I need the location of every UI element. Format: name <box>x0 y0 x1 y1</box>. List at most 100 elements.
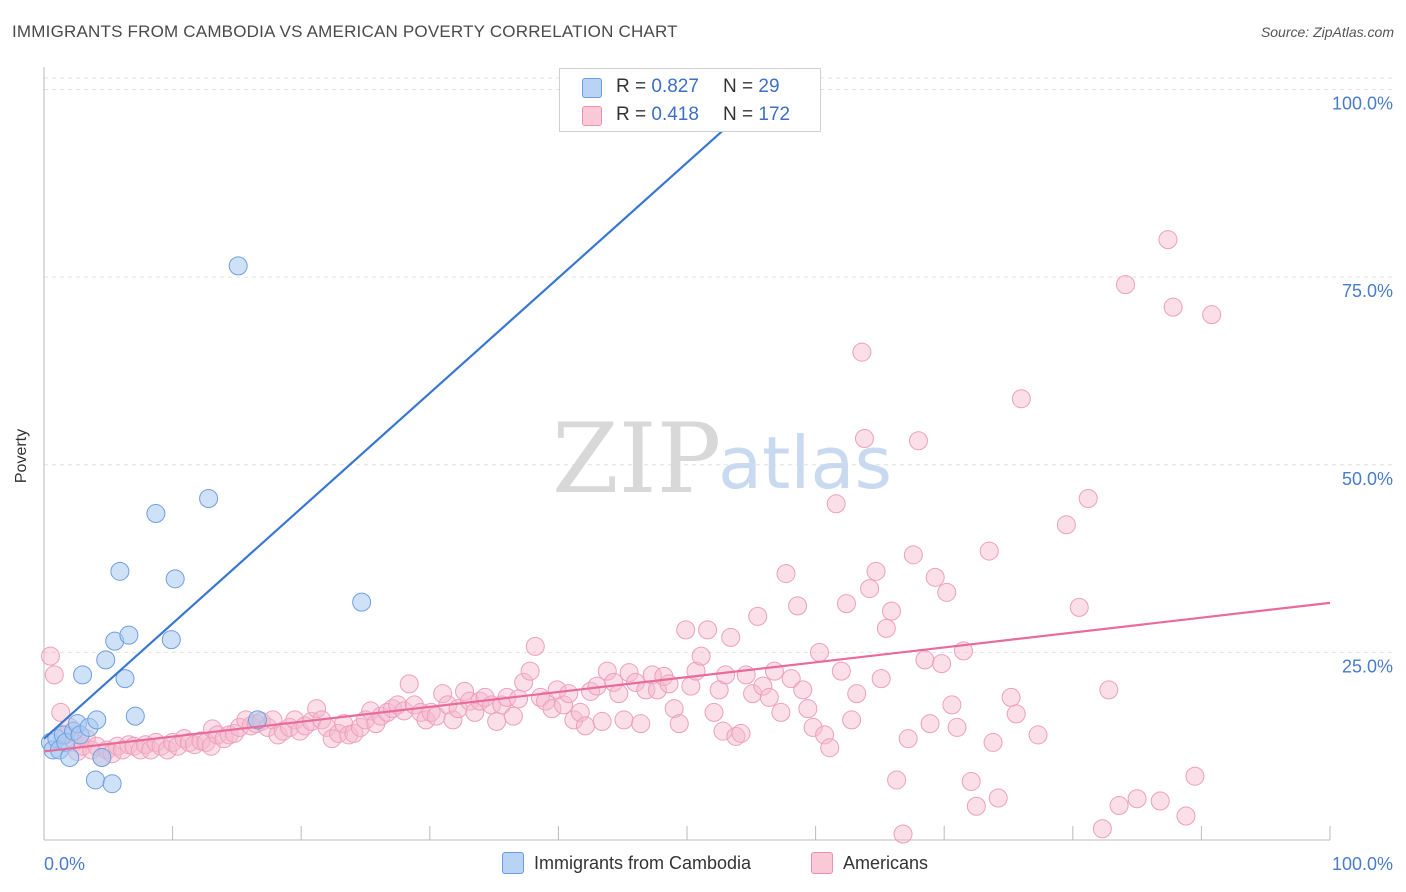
americans-point <box>698 620 718 640</box>
americans-point <box>908 431 928 451</box>
watermark-atlas: atlas <box>718 421 892 505</box>
americans-point <box>942 695 962 715</box>
chart-title: IMMIGRANTS FROM CAMBODIA VS AMERICAN POV… <box>12 22 678 41</box>
y-tick-label-3: 100.0% <box>1332 94 1393 114</box>
x-tick-label-1: 100.0% <box>1332 854 1393 874</box>
cambodia-point <box>85 770 105 790</box>
legend-item-cambodia[interactable]: Immigrants from Cambodia <box>502 852 751 874</box>
americans-point <box>988 788 1008 808</box>
legend-r-value: 0.827 <box>651 76 699 97</box>
americans-point <box>947 717 967 737</box>
americans-point <box>803 717 823 737</box>
americans-point <box>328 723 348 743</box>
legend-n-value: 29 <box>758 76 780 97</box>
cambodia-point <box>146 504 166 524</box>
americans-point <box>1099 680 1119 700</box>
americans-point <box>937 582 957 602</box>
americans-point <box>525 636 545 656</box>
cambodia-point <box>352 592 372 612</box>
americans-point <box>852 342 872 362</box>
americans-point <box>983 732 1003 752</box>
americans-point <box>809 642 829 662</box>
cambodia-point <box>119 625 139 645</box>
americans-point <box>920 714 940 734</box>
y-tick-label-2: 75.0% <box>1342 281 1393 301</box>
cambodia-point <box>110 561 130 581</box>
legend-item-americans[interactable]: Americans <box>811 852 928 874</box>
americans-point <box>820 738 840 758</box>
cambodia-point <box>199 489 219 509</box>
y-tick-label-0: 25.0% <box>1342 656 1393 676</box>
americans-point <box>520 661 540 681</box>
americans-point <box>788 596 808 616</box>
americans-point <box>536 691 556 711</box>
x-tick-label-0: 0.0% <box>44 854 85 874</box>
grid-lines <box>44 77 1392 653</box>
americans-point <box>1202 305 1222 325</box>
americans-point <box>433 684 453 704</box>
legend-row-cambodia: R = 0.827 N = 29 <box>560 73 820 101</box>
americans-point <box>361 701 381 721</box>
cambodia-point <box>92 747 112 767</box>
americans-point <box>798 699 818 719</box>
y-axis-label: Poverty <box>13 429 30 483</box>
americans-point <box>887 770 907 790</box>
americans-point <box>842 710 862 730</box>
americans-point <box>285 710 305 730</box>
cambodia-point <box>73 665 93 685</box>
cambodia-point <box>115 669 135 689</box>
americans-point <box>443 710 463 730</box>
americans-point <box>609 684 629 704</box>
americans-point <box>399 674 419 694</box>
legend-n-value: 172 <box>758 104 791 125</box>
legend-r-label: R = <box>616 76 652 97</box>
americans-point <box>1127 789 1147 809</box>
americans-point <box>826 494 846 514</box>
americans-point <box>898 729 918 749</box>
americans-point <box>925 567 945 587</box>
legend-swatch-cambodia <box>502 852 524 874</box>
americans-point <box>1056 515 1076 535</box>
americans-point <box>514 672 534 692</box>
americans-point <box>753 676 773 696</box>
cambodia-point <box>247 710 267 730</box>
cambodia-point <box>102 774 122 794</box>
americans-point <box>759 687 779 707</box>
americans-point <box>932 654 952 674</box>
americans-point <box>854 428 874 448</box>
americans-point <box>542 699 562 719</box>
americans-point <box>748 606 768 626</box>
americans-point <box>1109 795 1129 815</box>
americans-point <box>676 620 696 640</box>
legend-n-label: N = <box>723 76 759 97</box>
trend-lines <box>43 81 1331 753</box>
americans-point <box>836 594 856 614</box>
americans-point <box>273 721 293 741</box>
americans-point <box>915 650 935 670</box>
americans-point <box>268 725 288 745</box>
americans-point <box>554 695 574 715</box>
cambodia-point <box>161 630 181 650</box>
americans-point <box>575 716 595 736</box>
cambodia-point <box>87 710 107 730</box>
legend-n-americans: N = 172 <box>723 104 790 126</box>
americans-point <box>597 661 617 681</box>
americans-point <box>1092 819 1112 839</box>
americans-point <box>1069 597 1089 617</box>
americans-point <box>815 725 835 745</box>
y-tick-labels: 25.0% 50.0% 75.0% 100.0% <box>1332 94 1393 677</box>
legend-swatch-americans <box>582 106 602 126</box>
correlation-legend: R = 0.827 N = 29 R = 0.418 N = 172 <box>559 68 821 132</box>
americans-point <box>691 646 711 666</box>
americans-point <box>781 669 801 689</box>
americans-point <box>726 726 746 746</box>
americans-point <box>1028 725 1048 745</box>
series-legend: Immigrants from Cambodia Americans <box>0 852 1406 878</box>
legend-r-americans: R = 0.418 <box>616 104 699 126</box>
legend-label-americans: Americans <box>843 852 929 873</box>
americans-point <box>847 684 867 704</box>
americans-point <box>1116 275 1136 295</box>
americans-point <box>860 579 880 599</box>
americans-point <box>465 702 485 722</box>
